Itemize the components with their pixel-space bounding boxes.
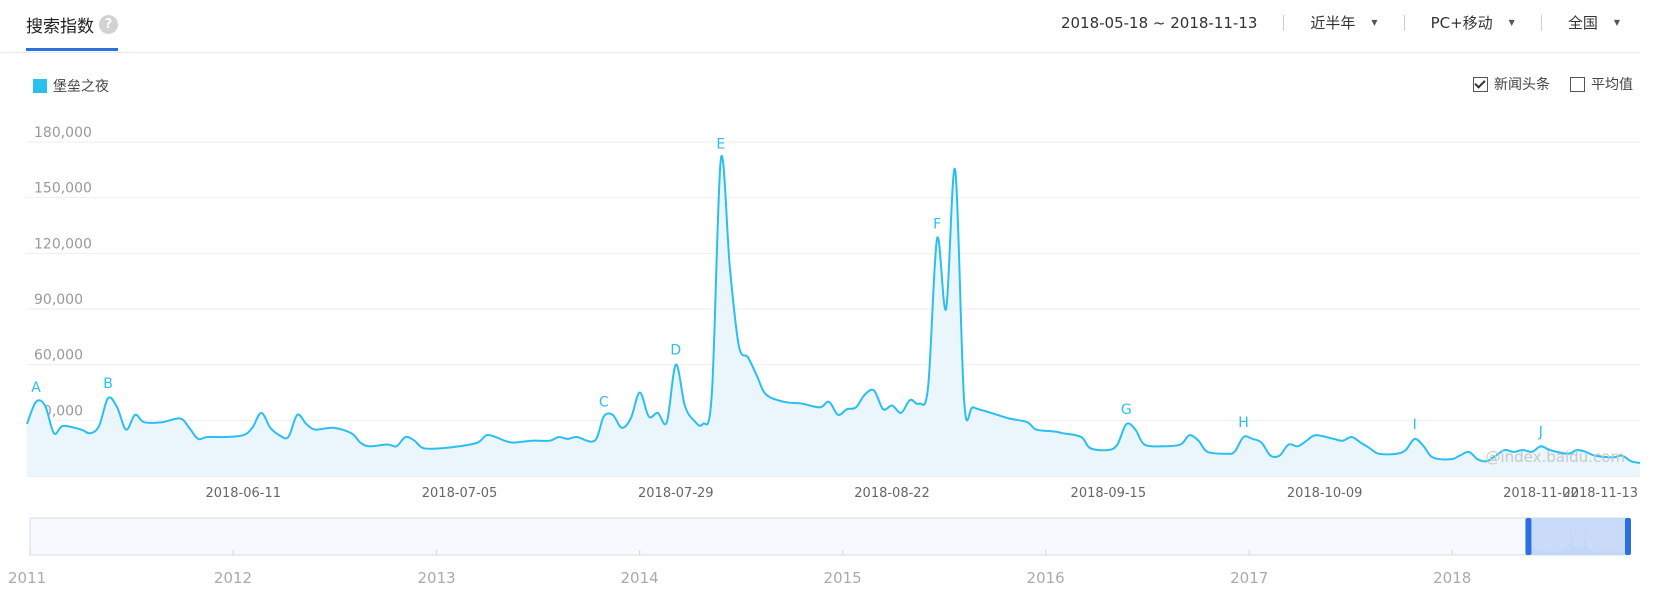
overview-year-label: 2017	[1230, 569, 1268, 587]
help-icon[interactable]: ?	[99, 14, 118, 34]
x-tick-label: 2018-08-22	[854, 486, 930, 501]
divider	[1403, 14, 1405, 31]
average-toggle[interactable]: 平均值	[1570, 74, 1633, 94]
series-area	[27, 155, 1640, 477]
y-tick-label: 180,000	[34, 125, 92, 141]
news-checkbox[interactable]	[1473, 76, 1488, 92]
overview-selection[interactable]	[1528, 518, 1628, 555]
news-toggle[interactable]: 新闻头条	[1473, 74, 1550, 94]
x-tick-label: 2018-07-05	[422, 486, 498, 501]
overview-handle-left[interactable]	[1525, 518, 1532, 555]
date-range-picker[interactable]: 2018-05-18 ~ 2018-11-13	[1061, 14, 1257, 32]
caret-down-icon: ▼	[1371, 18, 1378, 27]
x-tick-label: 2018-09-15	[1071, 486, 1147, 501]
overview-year-label: 2015	[824, 569, 862, 587]
caret-down-icon: ▼	[1613, 18, 1620, 27]
period-select[interactable]: 近半年 ▼	[1310, 12, 1377, 33]
annotation-j[interactable]: J	[1538, 424, 1543, 440]
x-tick-label: 2018-07-29	[638, 486, 714, 501]
y-tick-label: 150,000	[34, 181, 92, 197]
annotation-a[interactable]: A	[31, 380, 41, 396]
overview-year-label: 2014	[621, 569, 659, 587]
annotation-g[interactable]: G	[1121, 402, 1132, 418]
annotation-h[interactable]: H	[1238, 415, 1249, 431]
y-tick-label: 90,000	[34, 292, 83, 308]
legend-swatch	[33, 79, 47, 93]
overview-year-label: 2016	[1027, 569, 1065, 587]
chart-toggles: 新闻头条 平均值	[1453, 74, 1633, 94]
y-tick-label: 60,000	[34, 348, 83, 364]
overview-handle-right[interactable]	[1625, 518, 1631, 555]
device-label: PC+移动	[1430, 14, 1493, 32]
x-tick-label: 2018-06-11	[205, 486, 281, 501]
chart-legend[interactable]: 堡垒之夜	[33, 76, 109, 96]
tab-search-index[interactable]: 搜索指数 ?	[26, 0, 118, 51]
overview-year-label: 2011	[8, 569, 46, 587]
overview-year-label: 2013	[417, 569, 455, 587]
divider	[1283, 14, 1285, 31]
series-line[interactable]	[26, 154, 1641, 464]
caret-down-icon: ▼	[1508, 18, 1515, 27]
x-tick-label: 2018-11-13	[1562, 486, 1638, 501]
filter-controls: 2018-05-18 ~ 2018-11-13 近半年 ▼ PC+移动 ▼ 全国…	[1061, 12, 1620, 33]
y-tick-label: 120,000	[34, 236, 92, 252]
region-select[interactable]: 全国 ▼	[1568, 12, 1620, 33]
legend-label: 堡垒之夜	[53, 79, 109, 95]
annotation-e[interactable]: E	[716, 137, 725, 153]
watermark: @index.baidu.com	[1485, 448, 1625, 466]
period-label: 近半年	[1310, 14, 1356, 32]
header: 搜索指数 ? 2018-05-18 ~ 2018-11-13 近半年 ▼ PC+…	[0, 0, 1640, 53]
annotation-b[interactable]: B	[103, 376, 113, 392]
overview-year-label: 2018	[1433, 569, 1471, 587]
overview-track[interactable]	[29, 517, 1629, 556]
page-title: 搜索指数	[26, 16, 94, 37]
region-label: 全国	[1567, 14, 1598, 32]
overview-year-label: 2012	[214, 569, 252, 587]
x-tick-label: 2018-11-02	[1503, 486, 1579, 501]
date-range-label: 2018-05-18 ~ 2018-11-13	[1060, 13, 1258, 32]
device-select[interactable]: PC+移动 ▼	[1431, 12, 1515, 33]
news-toggle-label: 新闻头条	[1494, 77, 1550, 93]
annotation-f[interactable]: F	[933, 216, 941, 232]
average-checkbox[interactable]	[1570, 76, 1585, 92]
x-tick-label: 2018-10-09	[1287, 486, 1363, 501]
divider	[1540, 14, 1542, 31]
average-toggle-label: 平均值	[1591, 77, 1633, 93]
annotation-i[interactable]: I	[1413, 417, 1417, 433]
annotation-d[interactable]: D	[670, 343, 681, 359]
annotation-c[interactable]: C	[599, 395, 609, 411]
